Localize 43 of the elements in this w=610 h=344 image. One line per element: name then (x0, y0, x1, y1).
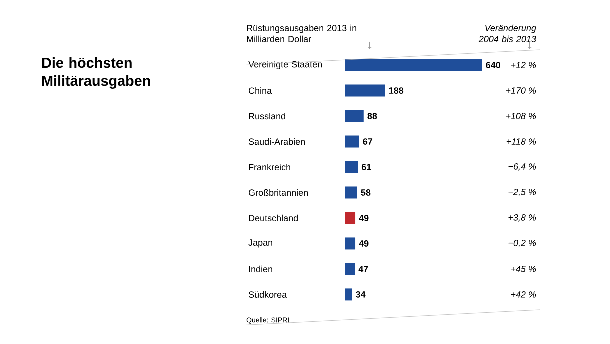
text: +3,8 % (508, 214, 536, 222)
y-tick-label: Südkorea (248, 291, 288, 298)
text: +170 % (506, 88, 536, 94)
bar (345, 263, 356, 276)
bar (345, 161, 358, 174)
y-tick-label: Russland (249, 112, 286, 120)
y-tick-label: Vereinigte Staaten (248, 61, 322, 70)
bar (345, 136, 360, 148)
text: +42 % (511, 292, 536, 298)
data-label: 88 (368, 113, 378, 120)
y-tick-label: Japan (248, 240, 272, 248)
text: +118 % (506, 138, 536, 145)
text: Die höchsten Militärausgaben (42, 58, 150, 90)
data-label: 61 (362, 164, 372, 170)
data-label: 67 (363, 138, 373, 145)
y-tick-label: Saudi-Arabien (248, 138, 305, 146)
text: −2,5 % (508, 189, 536, 196)
text: +12 % (511, 62, 536, 68)
bar (345, 238, 356, 250)
bar (345, 59, 482, 72)
text: Veränderung 2004 bis 2013 (478, 24, 536, 42)
y-tick-label: Großbritannien (248, 189, 308, 196)
data-label: 34 (356, 291, 366, 298)
text: −0,2 % (508, 240, 536, 248)
text: −6,4 % (508, 164, 536, 171)
text: Rüstungsausgaben 2013 in Milliarden Dollar (247, 24, 357, 42)
data-label: 49 (359, 240, 369, 247)
bar (345, 288, 352, 301)
text: +108 % (506, 113, 536, 120)
bar (345, 110, 364, 122)
data-label: 188 (389, 88, 404, 94)
y-tick-label: Frankreich (249, 164, 290, 171)
y-tick-label: China (248, 87, 272, 94)
y-tick-label: Deutschland (249, 214, 298, 222)
bar (345, 186, 358, 199)
bar (345, 84, 386, 97)
text: +45 % (511, 266, 536, 272)
data-label: 58 (361, 190, 371, 196)
bar (345, 212, 356, 224)
data-label: 47 (358, 266, 368, 272)
data-label: 49 (359, 215, 369, 222)
y-tick-label: Indien (249, 266, 272, 273)
data-label: 640 (486, 62, 501, 68)
